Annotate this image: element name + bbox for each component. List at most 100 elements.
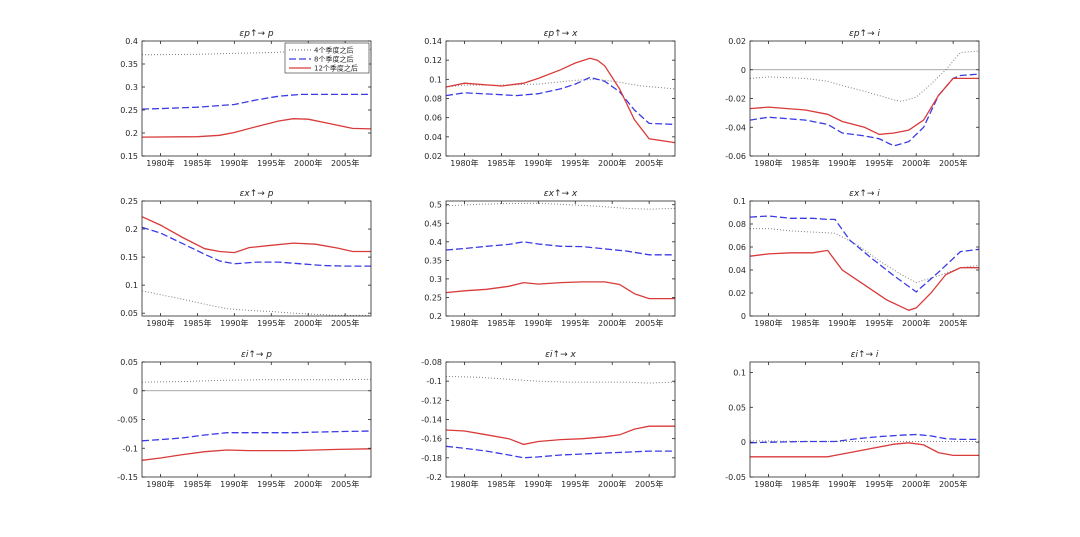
x-tick-label: 1980年 [146,479,174,489]
chart-panel-3: εp↑→ i 1980年 1985年 1990年 1995年 2000年 2005年 -0.0… [725,29,980,168]
y-tick-label: -0.15 [117,473,138,482]
y-tick-label: 0.2 [125,225,138,234]
series-line-12q [446,281,675,300]
y-tick-label: 0.35 [424,256,442,265]
x-tick-label: 2005年 [635,479,663,489]
x-tick-label: 1990年 [220,158,248,168]
panel-title: εp↑→ i [849,29,881,39]
series-line-12q [142,118,371,138]
series-line-12q [446,57,675,144]
x-tick-label: 2005年 [635,158,663,168]
series-line-8q [446,445,675,459]
x-tick-label: 1990年 [524,479,552,489]
y-tick-label: -0.02 [725,95,746,104]
x-tick-label: 1985年 [487,158,515,168]
axes-box [141,361,372,478]
y-tick-label: 0.25 [120,197,138,206]
series-line-4q [446,202,675,210]
chart-panel-8: εi↑→ x 1980年 1985年 1990年 1995年 2000年 2005年 -0.2… [421,350,676,489]
x-tick-label: 1980年 [450,479,478,489]
y-tick-label: 0.4 [125,37,138,46]
y-tick-label: 0.06 [728,243,746,252]
x-tick-label: 2005年 [331,318,359,328]
series-line-4q [142,48,371,56]
y-tick-label: -0.05 [725,473,746,482]
y-tick-label: -0.18 [421,454,442,463]
chart-panel-9: εi↑→ i 1980年 1985年 1990年 1995年 2000年 2005年 -0.0… [725,350,980,489]
x-tick-label: 1980年 [754,318,782,328]
series-line-8q [750,215,979,293]
y-tick-label: 0.1 [733,197,746,206]
y-tick-label: 0.02 [728,37,746,46]
x-tick-label: 1985年 [487,318,515,328]
series-line-4q [750,440,979,442]
axes-box [749,40,980,157]
x-tick-label: 1990年 [828,158,856,168]
x-tick-label: 1995年 [561,318,589,328]
series-line-12q [142,216,371,254]
y-tick-label: 0.25 [120,106,138,115]
x-tick-label: 2000年 [598,318,626,328]
y-tick-label: 0.25 [424,293,442,302]
y-tick-label: 0.4 [429,238,442,247]
series-line-4q [750,228,979,284]
y-tick-label: -0.1 [122,444,138,453]
y-tick-label: 0 [741,66,746,75]
series-line-4q [142,378,371,383]
x-tick-label: 1980年 [146,318,174,328]
x-tick-label: 1985年 [183,318,211,328]
y-tick-label: 0.45 [424,219,442,228]
y-tick-label: -0.2 [426,473,442,482]
legend-label: 8个季度之后 [314,55,353,64]
y-tick-label: 0.02 [424,152,442,161]
y-tick-label: 0.08 [728,220,746,229]
y-tick-label: 0.3 [125,83,138,92]
x-tick-label: 1995年 [257,318,285,328]
y-tick-label: 0.08 [424,95,442,104]
y-tick-label: 0.15 [120,253,138,262]
axes-box [445,361,676,478]
series-line-4q [446,78,675,90]
chart-panel-4: εx↑→ p 1980年 1985年 1990年 1995年 2000年 2005年 0.05… [120,189,372,328]
panel-title: εx↑→ p [240,189,274,199]
series-line-12q [142,448,371,461]
series-line-8q [446,241,675,256]
y-tick-label: 0.02 [728,289,746,298]
x-tick-label: 1990年 [524,318,552,328]
series-line-12q [446,425,675,446]
x-tick-label: 1990年 [828,318,856,328]
y-tick-label: -0.08 [421,358,442,367]
y-tick-label: 0.04 [424,133,442,142]
chart-panel-6: εx↑→ i 1980年 1985年 1990年 1995年 2000年 2005年 0 0.0… [728,189,980,328]
series-line-8q [142,93,371,110]
y-tick-label: 0 [741,438,746,447]
panel-title: εp↑→ x [544,29,579,39]
x-tick-label: 1980年 [754,479,782,489]
x-tick-label: 1980年 [450,158,478,168]
panel-title: εx↑→ x [544,189,578,199]
series-line-8q [142,430,371,442]
x-tick-label: 1985年 [791,318,819,328]
chart-panel-5: εx↑→ x 1980年 1985年 1990年 1995年 2000年 2005年 0.2 0… [424,189,676,328]
x-tick-label: 1995年 [561,479,589,489]
chart-panel-2: εp↑→ x 1980年 1985年 1990年 1995年 2000年 2005年 0.02… [424,29,676,168]
y-tick-label: 0.1 [429,75,442,84]
y-tick-label: -0.12 [421,396,442,405]
chart-panel-1: εp↑→ p 1980年 1985年 1990年 1995年 2000年 2005年 0.15… [120,29,372,168]
x-tick-label: 2005年 [939,479,967,489]
x-tick-label: 1990年 [828,479,856,489]
x-tick-label: 1995年 [865,158,893,168]
y-tick-label: 0.06 [424,114,442,123]
x-tick-label: 1980年 [450,318,478,328]
x-tick-label: 2005年 [939,158,967,168]
axes-box [141,200,372,317]
x-tick-label: 1985年 [183,158,211,168]
panel-title: εp↑→ p [239,29,274,39]
y-tick-label: 0.04 [728,266,746,275]
x-tick-label: 1985年 [791,158,819,168]
x-tick-label: 1980年 [754,158,782,168]
series-line-4q [446,375,675,384]
x-tick-label: 2005年 [331,158,359,168]
x-tick-label: 2005年 [331,479,359,489]
x-tick-label: 2000年 [902,158,930,168]
